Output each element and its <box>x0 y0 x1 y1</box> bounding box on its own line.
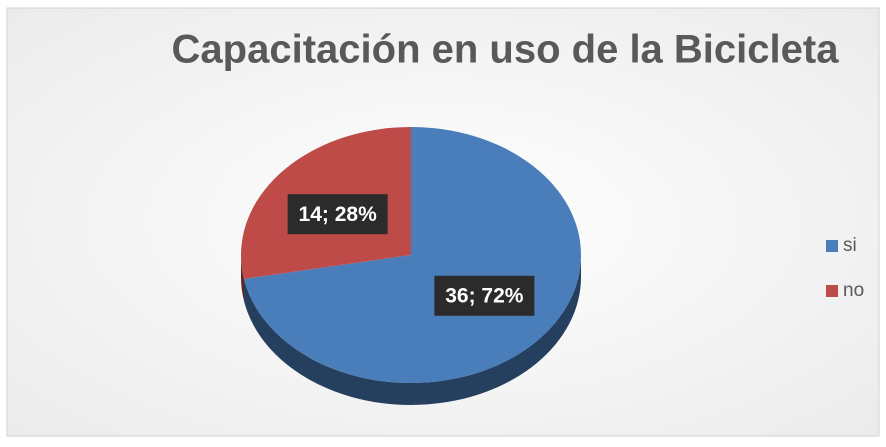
legend-swatch <box>826 240 838 252</box>
data-label: 36; 72% <box>445 284 524 307</box>
legend-swatch <box>826 285 838 297</box>
pie-slice-side <box>244 255 582 405</box>
legend: si no <box>826 235 864 301</box>
pie-slice <box>244 127 581 383</box>
legend-label: no <box>843 280 864 301</box>
data-label: 14; 28% <box>299 203 378 226</box>
data-label-box <box>287 194 388 235</box>
data-label-box <box>434 275 535 316</box>
chart-title: Capacitación en uso de la Bicicleta <box>172 28 840 72</box>
pie: 36; 72% 14; 28% <box>241 127 582 405</box>
legend-label: si <box>843 235 857 256</box>
pie-slice-side <box>241 255 245 301</box>
